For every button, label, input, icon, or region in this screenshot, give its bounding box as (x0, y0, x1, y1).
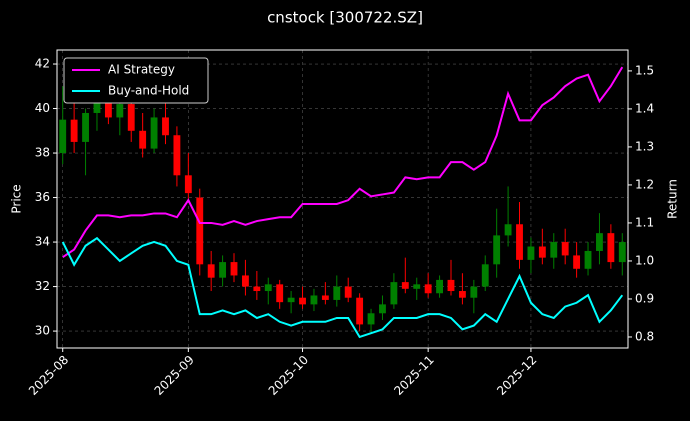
candle-body (59, 119, 67, 154)
y-tick-label: 30 (35, 324, 50, 338)
candle-body (550, 242, 558, 258)
candle-body (516, 224, 523, 260)
candle-body (333, 286, 341, 300)
y-tick-label: 32 (35, 279, 50, 293)
y2-tick-label: 1.5 (635, 63, 654, 77)
candle-body (447, 279, 455, 292)
candle-body (401, 282, 409, 289)
series-line (62, 66, 624, 258)
candle-body (93, 97, 101, 113)
candle-body (367, 313, 375, 325)
y2-tick-label: 0.8 (635, 329, 654, 343)
candle-body (287, 297, 295, 303)
candle-body (390, 282, 398, 305)
candle-body (481, 264, 489, 287)
candle-body (162, 117, 169, 136)
candle-body (584, 250, 592, 269)
plot-frame (56, 49, 629, 349)
y-tick-label: 36 (35, 190, 50, 204)
candle-body (184, 175, 192, 194)
candle-body (139, 130, 147, 149)
candle-body (82, 112, 89, 142)
legend-label: Buy-and-Hold (108, 84, 189, 98)
candle-body (196, 197, 204, 265)
candle-body (299, 297, 306, 305)
candle-body (424, 284, 432, 294)
candle-body (264, 284, 272, 292)
y-axis-label: Price (10, 184, 24, 213)
candle-body (230, 262, 238, 276)
y2-tick-label: 1.3 (635, 139, 654, 153)
candle-body (458, 291, 466, 298)
y-tick-label: 40 (35, 101, 50, 115)
candle-body (207, 264, 215, 278)
candle-body (527, 246, 535, 260)
y-tick-label: 38 (35, 146, 50, 160)
candle-body (379, 304, 386, 314)
candle-body (104, 97, 112, 118)
candle-body (607, 233, 615, 263)
y2-tick-label: 0.9 (635, 291, 654, 305)
legend-label: AI Strategy (108, 63, 175, 77)
candle-body (150, 117, 158, 149)
candle-body (573, 255, 581, 269)
candle-body (504, 224, 512, 236)
candle-body (310, 295, 318, 305)
candle-body (219, 262, 227, 278)
candle-body (413, 284, 421, 289)
candle-body (70, 119, 78, 142)
candle-body (538, 246, 546, 258)
y2-tick-label: 1.2 (635, 177, 654, 191)
candle-body (596, 233, 603, 251)
candle-body (173, 135, 181, 176)
candle-body (561, 242, 569, 256)
candle-body (493, 235, 501, 265)
y-tick-label: 34 (35, 235, 50, 249)
candle-body (618, 242, 626, 263)
candle-body (344, 286, 352, 298)
candle-body (116, 104, 124, 118)
y2-tick-label: 1.4 (635, 101, 654, 115)
y-tick-label: 42 (35, 57, 50, 71)
y2-axis-label: Return (666, 179, 680, 219)
y2-tick-label: 1.1 (635, 215, 654, 229)
candle-body (276, 284, 284, 303)
candle-body (253, 286, 261, 292)
y2-tick-label: 1.0 (635, 253, 654, 267)
series-line (61, 236, 624, 339)
candle-body (356, 297, 364, 325)
candle-body (321, 295, 329, 300)
chart-title: cnstock [300722.SZ] (267, 9, 423, 27)
candle-body (470, 286, 478, 298)
candle-body (242, 275, 249, 287)
candle-body (127, 104, 135, 131)
candle-body (436, 279, 443, 294)
